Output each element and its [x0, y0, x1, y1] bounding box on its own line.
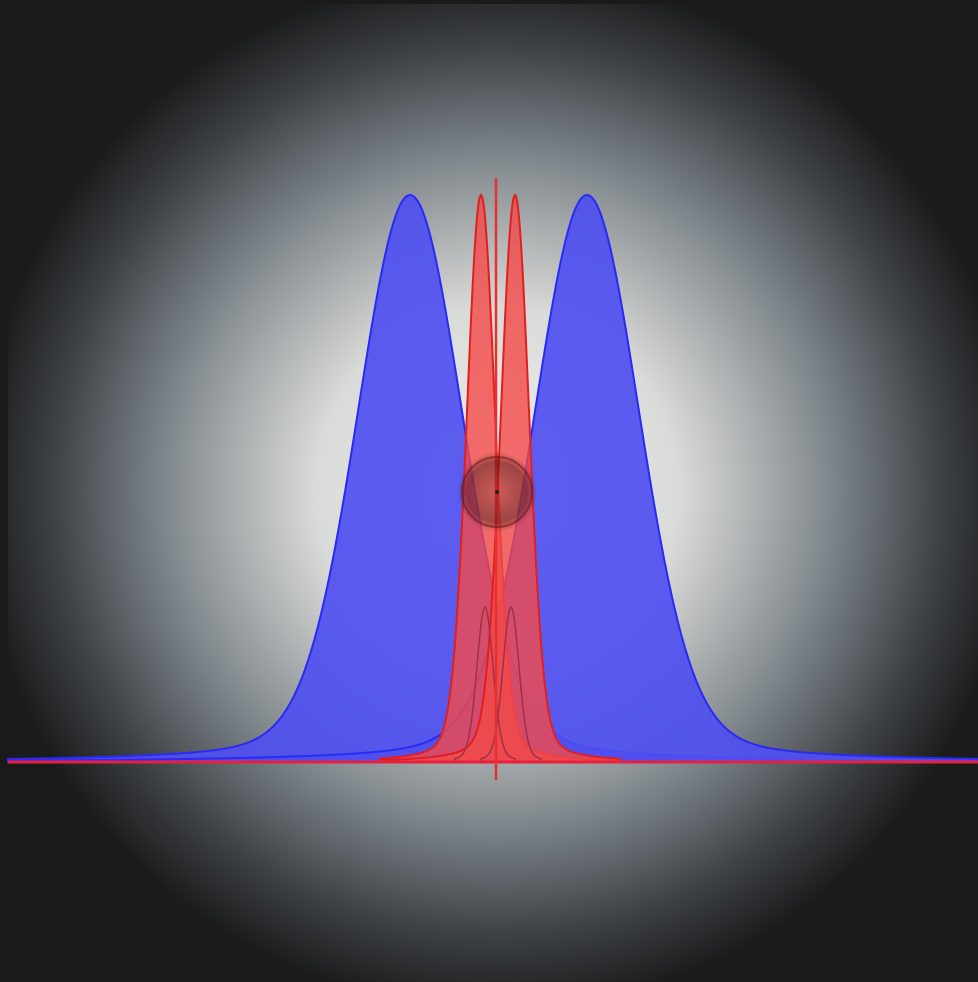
scene	[0, 0, 978, 982]
page: {} (() => { const svg = document.getElem…	[0, 0, 978, 982]
center-dot	[495, 490, 499, 494]
